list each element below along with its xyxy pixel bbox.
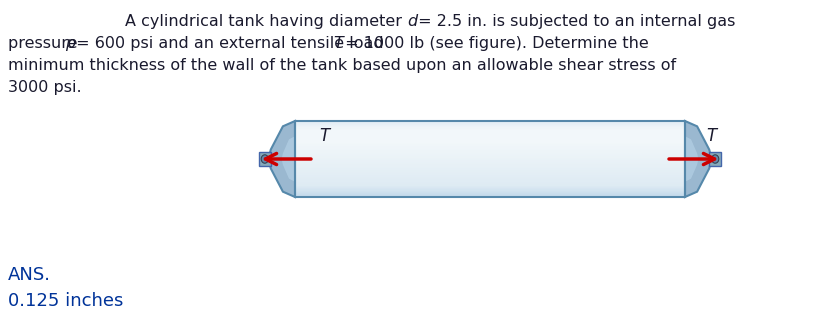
Bar [295, 164, 685, 165]
Bar [295, 148, 685, 149]
Text: = 600 psi and an external tensile load: = 600 psi and an external tensile load [72, 36, 389, 51]
Bar [295, 163, 685, 164]
Bar [295, 187, 685, 188]
Bar [295, 162, 685, 163]
Bar [295, 172, 685, 173]
Bar [295, 191, 685, 192]
Bar [295, 132, 685, 134]
Bar [295, 158, 685, 159]
Bar [295, 196, 685, 197]
Bar [295, 154, 685, 155]
Bar [295, 193, 685, 194]
Bar [259, 152, 271, 166]
Bar [295, 177, 685, 178]
Bar [295, 160, 685, 162]
Ellipse shape [261, 155, 269, 163]
Bar [295, 168, 685, 169]
Text: T: T [334, 36, 344, 51]
Text: = 1000 lb (see figure). Determine the: = 1000 lb (see figure). Determine the [340, 36, 649, 51]
Bar [295, 130, 685, 131]
Bar [295, 135, 685, 136]
Bar [295, 155, 685, 156]
Text: T: T [319, 127, 329, 145]
Text: ANS.: ANS. [8, 266, 51, 284]
Bar [295, 121, 685, 197]
Bar [295, 150, 685, 151]
Bar [709, 152, 721, 166]
Bar [295, 129, 685, 130]
Bar [295, 140, 685, 141]
Bar [295, 134, 685, 135]
Bar [295, 153, 685, 154]
Text: A cylindrical tank having diameter: A cylindrical tank having diameter [125, 14, 407, 29]
Bar [295, 194, 685, 196]
Text: minimum thickness of the wall of the tank based upon an allowable shear stress o: minimum thickness of the wall of the tan… [8, 58, 676, 73]
Bar [295, 192, 685, 193]
Bar [295, 179, 685, 181]
Bar [295, 131, 685, 132]
Bar [295, 169, 685, 170]
Bar [295, 141, 685, 143]
Bar [295, 122, 685, 124]
Text: 0.125 inches: 0.125 inches [8, 292, 124, 310]
Bar [295, 173, 685, 174]
Text: = 2.5 in. is subjected to an internal gas: = 2.5 in. is subjected to an internal ga… [414, 14, 736, 29]
Bar [295, 139, 685, 140]
Bar [295, 188, 685, 189]
Polygon shape [269, 121, 295, 197]
Bar [295, 149, 685, 150]
Bar [295, 189, 685, 191]
Bar [295, 156, 685, 158]
Text: 3000 psi.: 3000 psi. [8, 80, 81, 95]
Bar [295, 178, 685, 179]
Text: d: d [407, 14, 417, 29]
Bar [295, 159, 685, 160]
Bar [295, 126, 685, 127]
Bar [295, 183, 685, 184]
Bar [295, 167, 685, 168]
Bar [295, 165, 685, 167]
Polygon shape [282, 136, 295, 182]
Bar [295, 146, 685, 148]
Bar [295, 127, 685, 129]
Bar [295, 181, 685, 182]
Text: T: T [706, 127, 716, 145]
Bar [295, 174, 685, 175]
Bar [295, 175, 685, 177]
Bar [295, 170, 685, 172]
Text: p: p [65, 36, 75, 51]
Bar [295, 121, 685, 122]
Bar [295, 136, 685, 138]
Bar [295, 151, 685, 153]
Ellipse shape [711, 155, 719, 163]
Bar [295, 125, 685, 126]
Bar [295, 138, 685, 139]
Bar [295, 182, 685, 183]
Bar [295, 184, 685, 186]
Polygon shape [685, 136, 698, 182]
Bar [295, 145, 685, 146]
Bar [295, 143, 685, 144]
Text: pressure: pressure [8, 36, 83, 51]
Polygon shape [685, 121, 711, 197]
Bar [295, 144, 685, 145]
Bar [295, 186, 685, 187]
Bar [295, 124, 685, 125]
